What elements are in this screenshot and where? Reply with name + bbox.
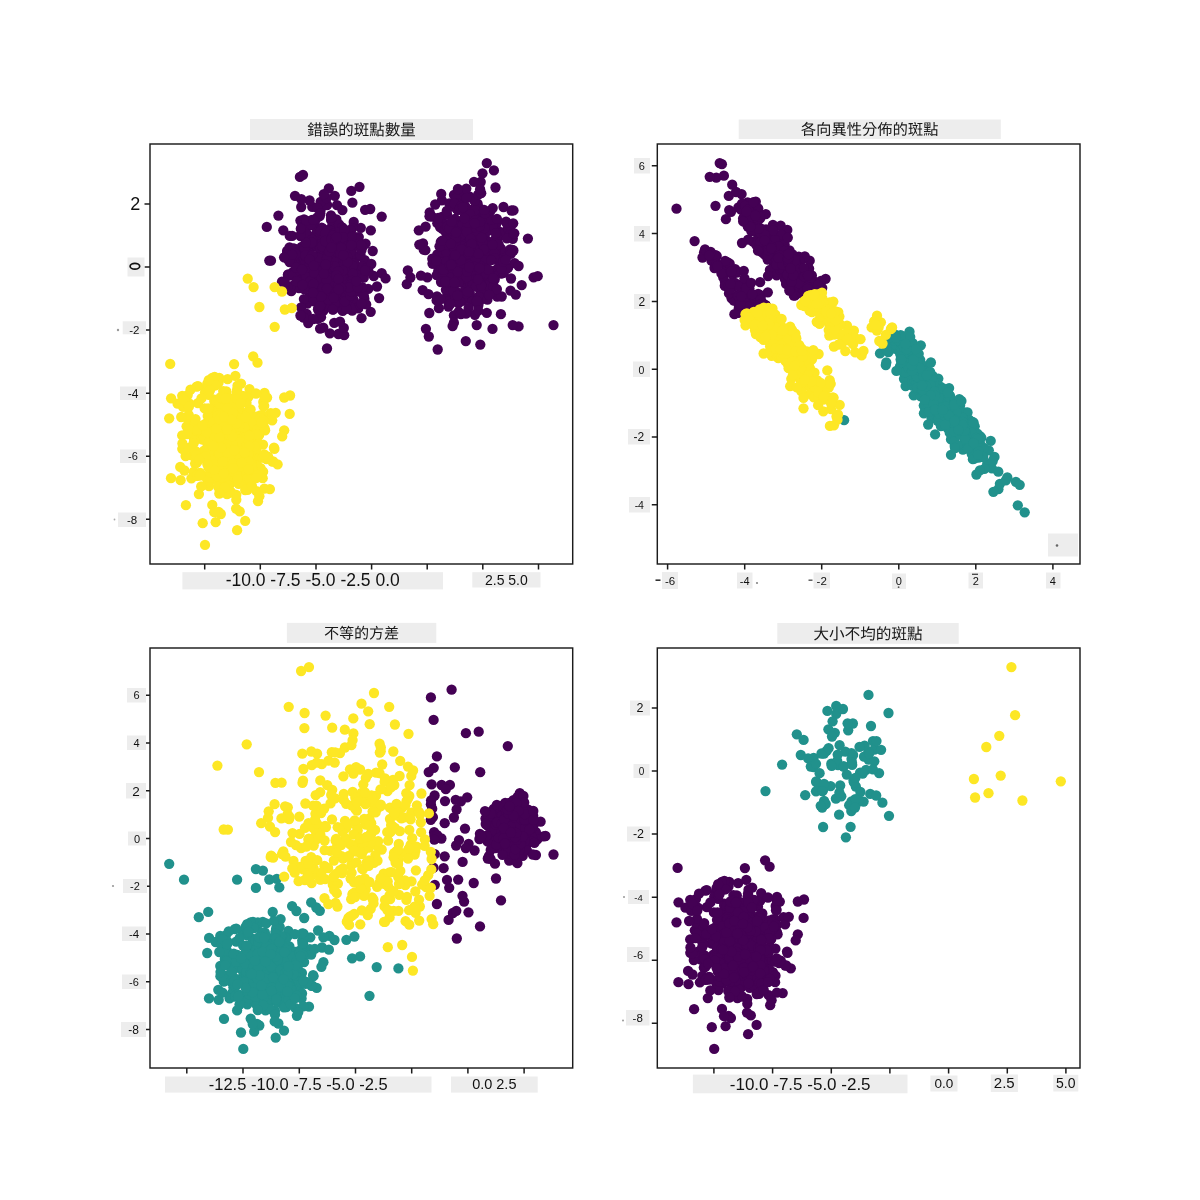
svg-text:0: 0 (134, 833, 140, 845)
svg-text:-4: -4 (128, 387, 139, 401)
svg-text:-4: -4 (129, 928, 140, 940)
svg-text:-2: -2 (817, 575, 827, 587)
svg-text:2: 2 (973, 575, 979, 587)
svg-text:-12.5 -10.0 -7.5 -5.0 -2.5: -12.5 -10.0 -7.5 -5.0 -2.5 (209, 1075, 388, 1093)
svg-text:2: 2 (130, 194, 140, 214)
svg-text:-10.0 -7.5 -5.0 -2.5: -10.0 -7.5 -5.0 -2.5 (730, 1075, 871, 1094)
svg-text:-8: -8 (127, 514, 137, 526)
svg-text:-6: -6 (665, 575, 675, 587)
svg-text:-10.0 -7.5 -5.0 -2.5 0.0: -10.0 -7.5 -5.0 -2.5 0.0 (226, 570, 400, 590)
svg-text:0.0 2.5: 0.0 2.5 (472, 1076, 516, 1092)
svg-text:-2: -2 (633, 827, 644, 841)
svg-text:2.5: 2.5 (994, 1074, 1015, 1091)
svg-text:-8: -8 (633, 1012, 643, 1024)
svg-text:0: 0 (638, 364, 644, 376)
svg-text:6: 6 (133, 689, 139, 701)
svg-text:-2: -2 (633, 430, 644, 444)
svg-text:5.0: 5.0 (1056, 1075, 1076, 1091)
svg-text:2: 2 (132, 784, 140, 799)
svg-text:4: 4 (133, 737, 139, 749)
svg-text:-6: -6 (128, 450, 138, 462)
svg-text:4: 4 (639, 228, 645, 240)
svg-text:-8: -8 (128, 1023, 139, 1037)
svg-text:2: 2 (638, 295, 645, 309)
svg-text:-4: -4 (635, 499, 644, 511)
svg-text:-6: -6 (633, 949, 643, 961)
svg-text:-4: -4 (740, 575, 750, 587)
svg-text:0: 0 (639, 766, 645, 777)
svg-text:-2: -2 (129, 324, 139, 336)
svg-text:-4: -4 (634, 892, 642, 903)
svg-text:0.0: 0.0 (935, 1076, 954, 1091)
svg-text:0: 0 (896, 575, 902, 587)
svg-text:4: 4 (1050, 575, 1056, 587)
svg-text:6: 6 (639, 160, 645, 172)
svg-text:-6: -6 (129, 976, 139, 988)
svg-text:2.5 5.0: 2.5 5.0 (485, 572, 528, 588)
svg-text:-2: -2 (130, 880, 140, 892)
svg-text:2: 2 (637, 701, 644, 715)
